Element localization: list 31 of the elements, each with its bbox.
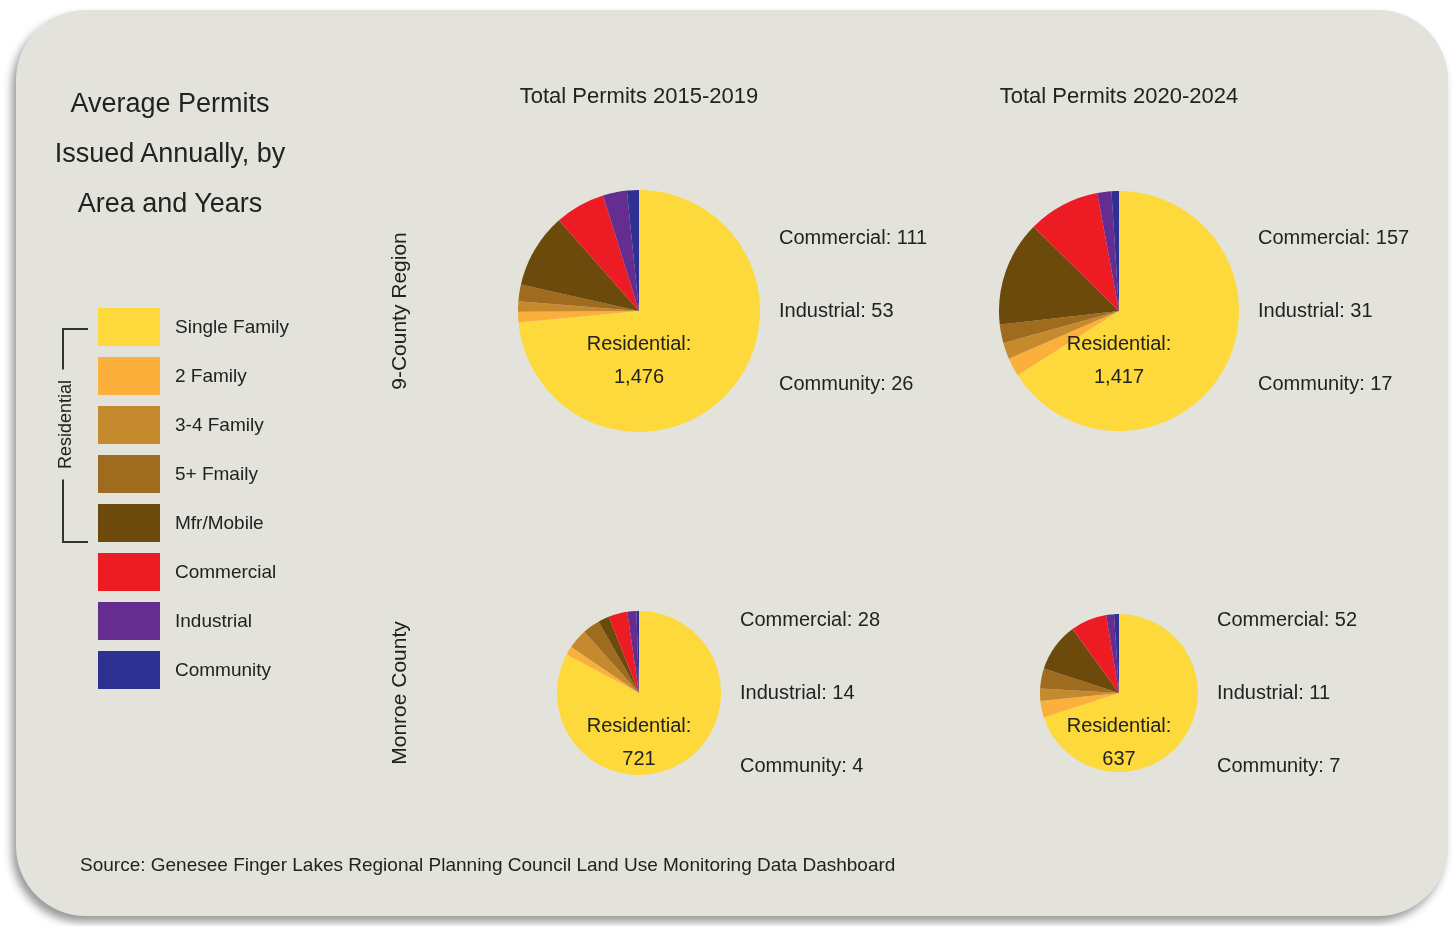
legend-label: Commercial bbox=[175, 561, 277, 583]
text: Community: 26 bbox=[779, 371, 914, 394]
text: Community: 4 bbox=[740, 753, 864, 776]
legend-label: 5+ Fmaily bbox=[175, 463, 258, 485]
text: Community: 7 bbox=[1217, 753, 1341, 776]
text: Residential: 1,476 bbox=[586, 331, 692, 387]
text: Commercial: 28 bbox=[740, 607, 881, 630]
legend-label: Mfr/Mobile bbox=[175, 512, 264, 534]
text: Industrial: 31 bbox=[1258, 298, 1373, 321]
text: Industrial: 11 bbox=[1217, 680, 1331, 703]
text: Residential: 721 bbox=[586, 713, 692, 769]
text: Commercial: 52 bbox=[1217, 607, 1358, 630]
chart-title: Total Permits 2020-2024 bbox=[999, 83, 1239, 109]
chart-title: Total Permits 2015-2019 bbox=[519, 83, 759, 109]
legend-label: Community bbox=[175, 659, 272, 681]
legend-label: 3-4 Family bbox=[175, 414, 264, 436]
text: Commercial: 111 bbox=[779, 225, 928, 248]
text: Industrial: 14 bbox=[740, 680, 855, 703]
source-note: Source: Genesee Finger Lakes Regional Planning Council Land Use Monitoring Data Dashboard bbox=[80, 854, 896, 876]
legend-label: Single Family bbox=[175, 316, 290, 338]
text: Industrial: 53 bbox=[779, 298, 894, 321]
text: Commercial: 157 bbox=[1258, 225, 1410, 248]
text: Community: 17 bbox=[1258, 371, 1393, 394]
legend-label: Industrial bbox=[175, 610, 253, 632]
text: Residential: 1,417 bbox=[1066, 331, 1172, 387]
text: Monroe County bbox=[386, 620, 410, 765]
text: Average Permits Issued Annually, by Area and Years bbox=[53, 87, 287, 220]
text: Residential: 637 bbox=[1066, 713, 1172, 769]
legend-title: Residential bbox=[54, 369, 76, 479]
text: 9-County Region bbox=[386, 232, 410, 390]
legend-label: 2 Family bbox=[175, 365, 247, 387]
